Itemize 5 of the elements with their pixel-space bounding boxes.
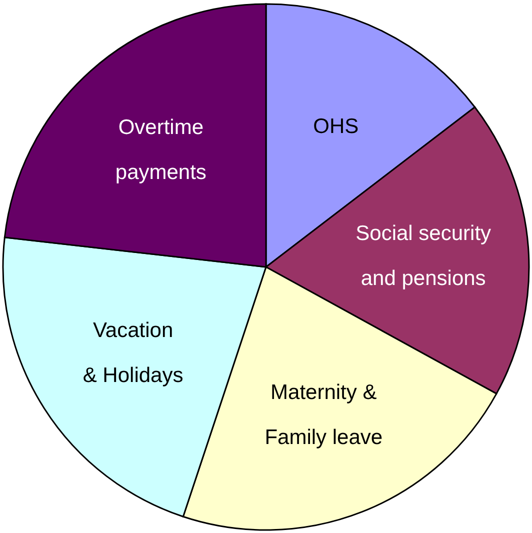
slice-label: OHS — [313, 114, 359, 138]
slice-label: Social security and pensions — [356, 222, 492, 290]
slice-label: Overtime payments — [115, 116, 206, 184]
slice-label: Vacation & Holidays — [82, 318, 184, 387]
slice-label: Maternity & Family leave — [264, 380, 383, 449]
